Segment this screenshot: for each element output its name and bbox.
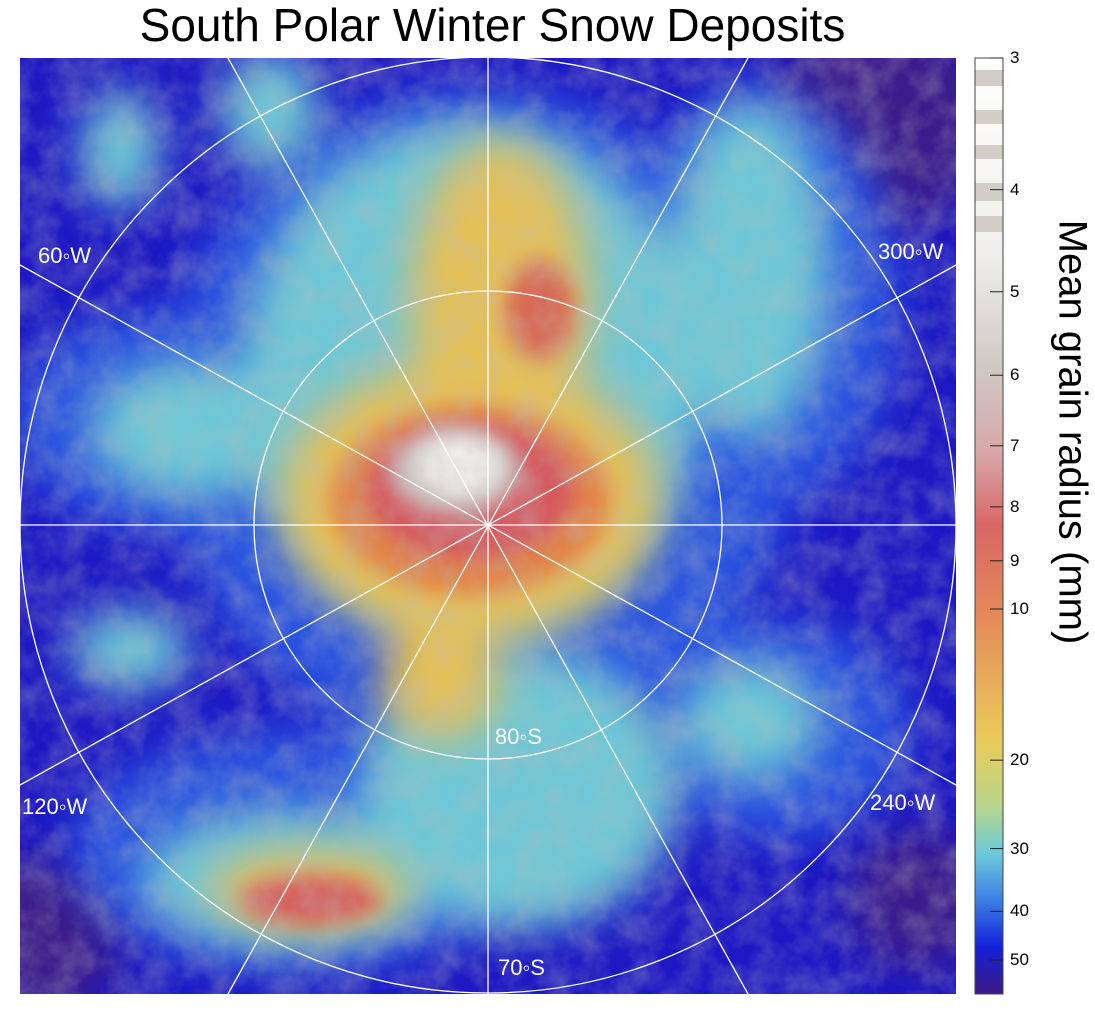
label-300w: 300◦W — [878, 239, 944, 264]
label-120w: 120◦W — [22, 794, 88, 819]
label-70s: 70◦S — [498, 955, 545, 980]
map-title: South Polar Winter Snow Deposits — [139, 0, 846, 51]
label-60w: 60◦W — [38, 243, 91, 268]
grain-radius-field — [20, 58, 956, 994]
colorbar-tick-label: 50 — [1010, 950, 1029, 969]
graticule — [20, 58, 956, 994]
colorbar-tick-label: 30 — [1010, 838, 1029, 858]
colorbar-label: Mean grain radius (mm) — [1050, 219, 1095, 645]
label-240w: 240◦W — [870, 790, 936, 815]
colorbar-tick-label: 40 — [1010, 901, 1029, 921]
colorbar-tick-label: 4 — [1010, 179, 1020, 199]
colorbar-tick-label: 8 — [1010, 496, 1020, 516]
meridian-150-330 — [227, 58, 749, 994]
colorbar-tick-label: 20 — [1010, 750, 1029, 770]
colorbar-tick-label: 3 — [1010, 48, 1020, 67]
polar-map: 60◦W 300◦W 120◦W 240◦W 80◦S 70◦S — [20, 58, 956, 994]
colorbar-tick-label: 6 — [1010, 365, 1020, 385]
colorbar-tick-label: 7 — [1010, 435, 1020, 455]
colorbar-tick-label: 10 — [1010, 599, 1029, 618]
label-80s: 80◦S — [495, 724, 542, 749]
colorbar-ticks — [990, 57, 1003, 961]
colorbar-tick-label: 5 — [1010, 281, 1020, 301]
colorbar-tick-label: 9 — [1010, 550, 1020, 570]
